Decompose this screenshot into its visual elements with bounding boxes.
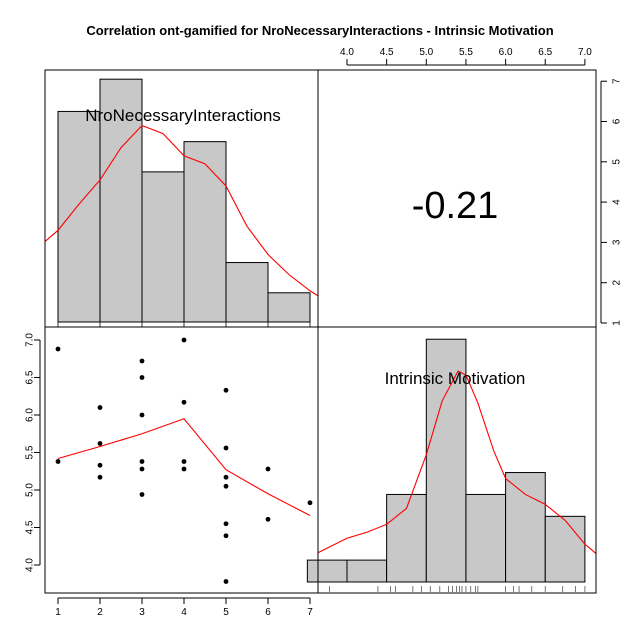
tick-label: 4.0: [340, 47, 354, 58]
tick-label: 5.5: [459, 47, 473, 58]
tick-label: 7.0: [25, 333, 36, 347]
panel-border: [317, 326, 597, 594]
scatter-point: [181, 466, 187, 472]
correlation-value: -0.21: [412, 185, 499, 227]
scatter-point: [139, 358, 145, 364]
scatter-point: [97, 441, 103, 446]
tick-label: 4: [181, 607, 187, 618]
tick-label: 5: [223, 607, 229, 618]
histogram-bar: [141, 171, 185, 323]
tick-label: 5: [612, 159, 623, 165]
scatter-point: [139, 492, 145, 497]
scatter-point: [139, 412, 145, 418]
tick-label: 2: [97, 607, 103, 618]
scatter-point: [181, 459, 187, 464]
tick-label: 5.0: [25, 483, 36, 497]
scatter-point: [223, 474, 229, 480]
tick-label: 2: [612, 279, 623, 285]
scatter-point: [181, 337, 187, 343]
tick-label: 1: [612, 320, 623, 326]
variable-label-intrinsic-motivation: Intrinsic Motivation: [385, 369, 526, 388]
tick-label: 6.5: [25, 370, 36, 384]
panel-histogram-intrinsic-motivation: [306, 338, 596, 592]
tick-label: 4.0: [25, 558, 36, 572]
scatter-point: [55, 459, 61, 464]
histogram-bar: [306, 559, 348, 583]
scatter-point: [223, 483, 229, 489]
tick-label: 5.5: [25, 445, 36, 459]
tick-label: 5.0: [419, 47, 433, 58]
x-axis-bottom: 1 2 3 4 5 6 7: [55, 597, 313, 618]
histogram-bar: [544, 515, 586, 583]
tick-label: 4.5: [380, 47, 394, 58]
histogram-bar: [465, 493, 507, 583]
histogram-bar: [267, 292, 311, 323]
tick-label: 6.0: [25, 408, 36, 422]
scatter-point: [223, 533, 229, 539]
histogram-bar: [225, 262, 269, 323]
y-axis-right: 1 2 3 4 5 6 7: [600, 78, 623, 326]
chart-title: Correlation ont-gamified for NroNecessar…: [86, 23, 553, 38]
histogram-bar: [99, 78, 143, 323]
scatter-point: [307, 500, 313, 506]
tick-label: 6.0: [499, 47, 513, 58]
scatter-point: [97, 405, 103, 410]
tick-label: 6.5: [538, 47, 552, 58]
scatter-point: [223, 521, 229, 527]
histogram-bar: [183, 141, 227, 323]
smooth-line: [57, 418, 311, 516]
panel-correlation: -0.21: [412, 185, 499, 227]
scatter-point: [97, 474, 103, 480]
y-axis-left: 4.0 4.5 5.0 5.5 6.0 6.5 7.0: [25, 333, 41, 572]
scatter-point: [55, 346, 61, 352]
scatter-point: [223, 579, 229, 584]
density-curve: [45, 124, 318, 297]
scatter-point: [181, 399, 187, 405]
scatter-point: [223, 445, 229, 451]
tick-label: 6: [265, 607, 271, 618]
scatter-point: [139, 459, 145, 464]
scatter-point: [265, 466, 271, 472]
variable-label-nro-interactions: NroNecessaryInteractions: [85, 106, 281, 125]
panel-border: [44, 326, 319, 594]
histogram-bar: [57, 110, 101, 323]
panel-scatter: [55, 337, 313, 584]
tick-label: 4.5: [25, 520, 36, 534]
tick-label: 4: [612, 199, 623, 205]
tick-label: 6: [612, 118, 623, 124]
scatter-point: [139, 466, 145, 472]
tick-label: 7.0: [578, 47, 592, 58]
scatter-point: [223, 387, 229, 393]
histogram-bar: [346, 559, 388, 583]
scatter-point: [265, 516, 271, 522]
tick-label: 1: [55, 607, 61, 618]
histogram-bar: [505, 472, 546, 583]
panel-borders: [44, 69, 597, 594]
panel-histogram-nro-interactions: [45, 78, 318, 327]
histogram-bar: [425, 338, 467, 583]
tick-label: 7: [612, 78, 623, 84]
tick-label: 3: [612, 239, 623, 245]
x-axis-top: 4.0 4.5 5.0 5.5 6.0 6.5 7.0: [340, 47, 592, 66]
tick-label: 3: [139, 607, 145, 618]
scatter-point: [139, 375, 145, 380]
density-curve: [318, 370, 596, 555]
scatter-point: [97, 462, 103, 468]
tick-label: 7: [307, 607, 313, 618]
